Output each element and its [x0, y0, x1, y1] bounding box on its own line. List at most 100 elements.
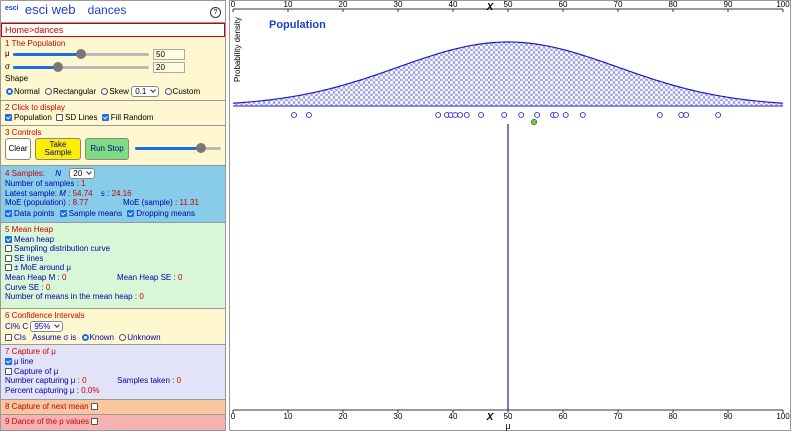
checkbox[interactable]	[5, 114, 12, 121]
radio[interactable]	[101, 88, 109, 95]
x-tick-label: 0	[231, 0, 236, 9]
display-options: Population SD Lines Fill Random	[5, 113, 221, 123]
sample-point	[518, 112, 525, 118]
x-tick-label: 90	[724, 0, 733, 9]
label: M :	[59, 188, 71, 198]
section-title: 2 Click to display	[5, 103, 66, 112]
display-section: 2 Click to display Population SD Lines F…	[1, 101, 225, 126]
label: MoE (population) :	[5, 198, 71, 207]
sample-point	[552, 112, 559, 118]
value: 0	[139, 292, 144, 302]
checkbox-label: Mean heap	[14, 234, 55, 244]
samples-section: 4 Samples: N 20 Number of samples : 1 La…	[1, 166, 225, 223]
sample-point	[579, 112, 586, 118]
label: Latest sample:	[5, 188, 58, 198]
separator: >	[29, 25, 35, 35]
n-select[interactable]: 20	[69, 168, 96, 179]
mu-label: μ	[5, 49, 10, 58]
checkbox[interactable]	[91, 418, 99, 425]
checkbox[interactable]	[5, 357, 12, 365]
label: Curve SE :	[5, 282, 44, 292]
pvalues-section: 9 Dance of the p values	[1, 415, 225, 430]
checkbox[interactable]	[5, 254, 12, 262]
checkbox[interactable]	[101, 114, 109, 121]
slider-thumb[interactable]	[53, 62, 64, 72]
label: MoE (sample) :	[123, 198, 178, 207]
radio[interactable]	[81, 334, 89, 341]
radio-label: Custom	[172, 87, 201, 96]
section-title: 3 Controls	[5, 128, 42, 137]
x-tick-label: 20	[339, 412, 348, 421]
value: 0	[177, 272, 183, 282]
sample-point	[678, 112, 685, 118]
speed-slider[interactable]	[135, 143, 221, 153]
checkbox[interactable]	[5, 367, 12, 375]
x-tick-label: 60	[559, 0, 568, 9]
checkbox[interactable]	[59, 209, 67, 217]
breadcrumb: Home>dances	[1, 23, 225, 37]
clear-button[interactable]: Clear	[5, 138, 31, 160]
x-axis-label: X	[486, 2, 495, 13]
checkbox[interactable]	[5, 235, 12, 243]
checkbox-label: SD Lines	[65, 113, 98, 122]
home-link[interactable]: Home	[5, 25, 30, 35]
checkbox-label: Capture of μ	[14, 366, 59, 376]
radio-label: Unknown	[127, 333, 161, 342]
sample-point	[463, 112, 470, 118]
heap-section: 5 Mean Heap Mean heap Sampling distribut…	[1, 223, 225, 309]
chart-border	[229, 0, 791, 431]
sample-point	[656, 112, 663, 118]
x-tick-label: 70	[614, 412, 623, 421]
sample-point	[478, 112, 484, 118]
checkbox[interactable]	[5, 209, 12, 217]
value: 0	[61, 272, 67, 282]
app-name: dances	[87, 3, 127, 17]
checkbox[interactable]	[5, 245, 12, 253]
value: 24.16	[111, 188, 132, 198]
label: Percent capturing μ :	[5, 386, 79, 396]
x-tick-label: 90	[724, 412, 733, 421]
section-title: 1 The Population	[5, 39, 66, 48]
x-tick-label: 50	[504, 412, 513, 421]
radio[interactable]	[6, 88, 13, 95]
mu-input[interactable]: 50	[153, 49, 185, 60]
app-title: esci web	[24, 2, 76, 17]
checkbox[interactable]	[5, 264, 12, 272]
ci-value: 95%	[34, 322, 51, 331]
checkbox[interactable]	[90, 403, 98, 410]
sigma-input[interactable]: 20	[153, 62, 185, 73]
value: 0.0%	[81, 386, 100, 396]
slider-fill	[13, 66, 59, 69]
ci-select[interactable]: 95%	[30, 321, 64, 332]
label: s :	[100, 188, 110, 198]
radio[interactable]	[164, 88, 172, 95]
value: 11.31	[179, 198, 199, 207]
help-button[interactable]: ?	[210, 7, 221, 18]
slider-thumb[interactable]	[196, 143, 206, 153]
label: Number of means in the mean heap :	[5, 292, 138, 302]
checkbox[interactable]	[127, 209, 135, 217]
run-stop-button[interactable]: Run Stop	[85, 138, 129, 160]
radio[interactable]	[45, 88, 53, 95]
radio[interactable]	[119, 334, 127, 341]
radio-label: Rectangular	[53, 87, 97, 96]
checkbox[interactable]	[5, 334, 12, 341]
section-title: 5 Mean Heap	[5, 225, 54, 234]
y-axis-label: Probability density	[233, 17, 242, 82]
sample-point	[306, 112, 312, 118]
slider-thumb[interactable]	[76, 49, 86, 59]
logo[interactable]: esci	[5, 5, 19, 12]
label: Number of samples :	[5, 179, 79, 188]
take-sample-button[interactable]: Take Sample	[35, 138, 81, 160]
ci-section: 6 Confidence Intervals CI% C 95% CIs Ass…	[1, 309, 225, 345]
sample-mean	[531, 118, 538, 126]
checkbox[interactable]	[56, 114, 64, 121]
x-tick-label: 10	[284, 0, 293, 9]
x-tick-label: 60	[559, 412, 568, 421]
skew-select[interactable]: 0.1	[131, 86, 160, 97]
mu-slider[interactable]	[13, 49, 149, 59]
checkbox-label: Sample means	[68, 208, 123, 218]
sigma-slider[interactable]	[13, 62, 149, 72]
checkbox-label: Dropping means	[136, 208, 195, 218]
control-panel: esci esci web dances ? Home>dances 1 The…	[0, 0, 226, 431]
